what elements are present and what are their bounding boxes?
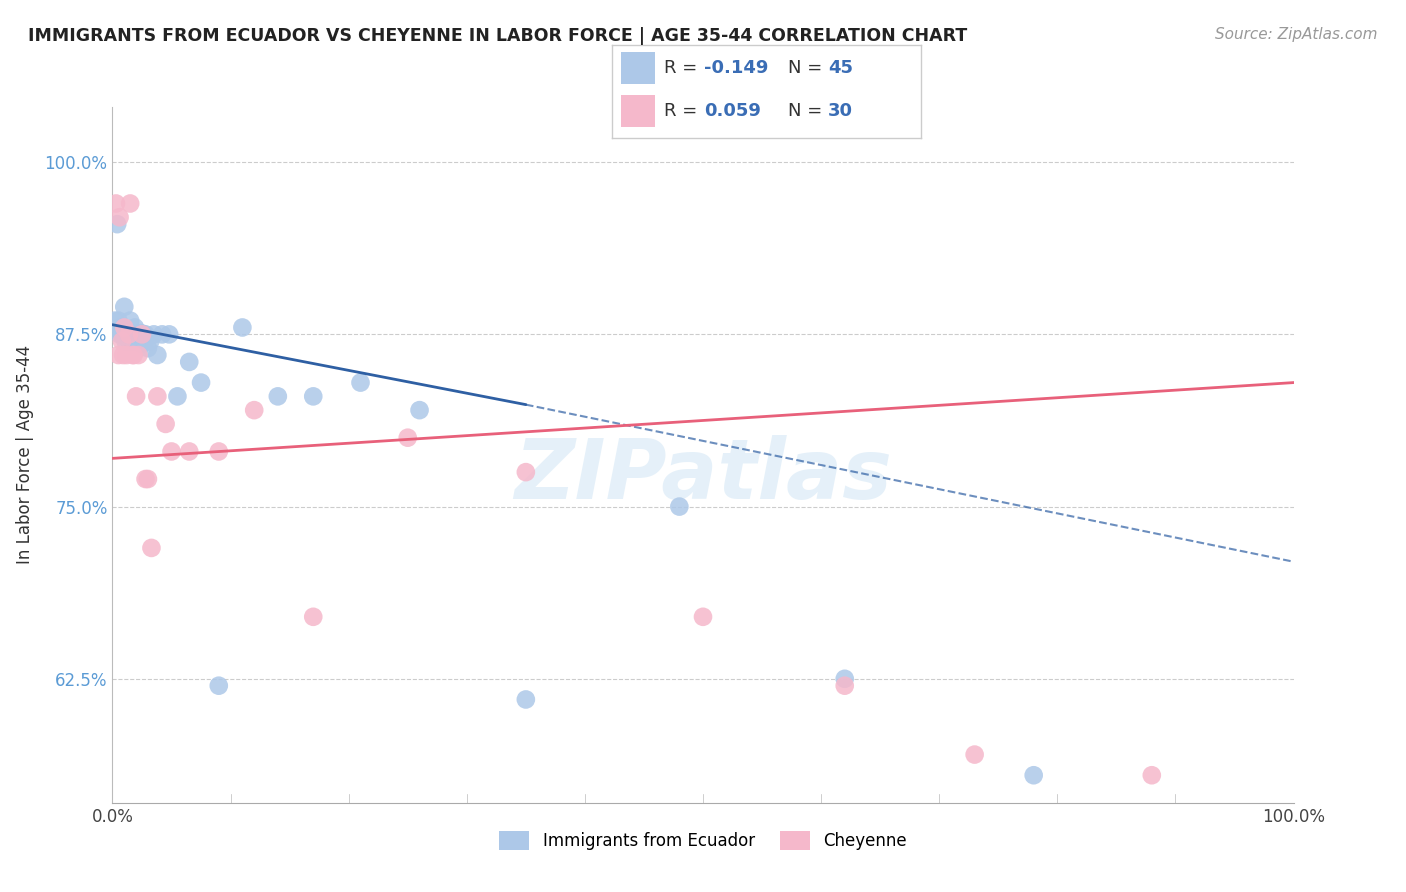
Point — [515, 692, 537, 706]
Text: 0.059: 0.059 — [704, 102, 761, 120]
Point — [396, 431, 419, 445]
Point — [125, 327, 148, 342]
Point — [112, 300, 135, 314]
Text: R =: R = — [664, 102, 703, 120]
Point — [115, 327, 138, 342]
Text: ZIPatlas: ZIPatlas — [515, 435, 891, 516]
Point — [114, 334, 136, 349]
Point — [122, 348, 145, 362]
Point — [160, 444, 183, 458]
Point — [190, 376, 212, 390]
Point — [157, 327, 180, 342]
Point — [104, 313, 127, 327]
Point — [105, 217, 128, 231]
Point — [108, 327, 131, 342]
Point — [179, 355, 201, 369]
Point — [128, 331, 150, 345]
Point — [118, 334, 141, 349]
Text: IMMIGRANTS FROM ECUADOR VS CHEYENNE IN LABOR FORCE | AGE 35-44 CORRELATION CHART: IMMIGRANTS FROM ECUADOR VS CHEYENNE IN L… — [28, 27, 967, 45]
Point — [1140, 768, 1163, 782]
Point — [124, 320, 146, 334]
Point — [120, 196, 142, 211]
Point — [515, 465, 537, 479]
Point — [107, 348, 129, 362]
Text: Source: ZipAtlas.com: Source: ZipAtlas.com — [1215, 27, 1378, 42]
FancyBboxPatch shape — [621, 52, 655, 84]
Point — [111, 327, 134, 342]
Point — [112, 348, 135, 362]
Point — [131, 327, 153, 342]
Point — [139, 334, 162, 349]
Point — [302, 389, 325, 403]
Point — [135, 327, 157, 342]
Point — [231, 320, 253, 334]
Point — [142, 327, 165, 342]
Point — [692, 609, 714, 624]
Point — [127, 334, 149, 349]
Point — [208, 679, 231, 693]
Point — [118, 327, 141, 342]
Text: 30: 30 — [828, 102, 853, 120]
Point — [136, 341, 159, 355]
Point — [110, 320, 132, 334]
Point — [125, 389, 148, 403]
Text: 45: 45 — [828, 59, 853, 77]
Point — [129, 326, 152, 340]
Point — [107, 313, 129, 327]
Point — [105, 196, 128, 211]
Point — [132, 327, 155, 342]
Point — [115, 348, 138, 362]
Point — [166, 389, 188, 403]
Point — [834, 679, 856, 693]
FancyBboxPatch shape — [621, 95, 655, 127]
Point — [136, 472, 159, 486]
Point — [112, 320, 135, 334]
Point — [127, 348, 149, 362]
Text: -0.149: -0.149 — [704, 59, 769, 77]
Text: R =: R = — [664, 59, 703, 77]
Point — [117, 327, 139, 342]
Point — [179, 444, 201, 458]
Point — [150, 327, 173, 342]
Point — [120, 327, 142, 342]
Point — [134, 334, 156, 349]
Point — [155, 417, 177, 431]
Text: N =: N = — [787, 102, 828, 120]
Point — [111, 334, 134, 349]
Point — [121, 348, 143, 362]
Point — [108, 211, 131, 225]
Point — [135, 472, 157, 486]
Point — [1022, 768, 1045, 782]
Point — [146, 389, 169, 403]
Point — [121, 334, 143, 349]
Point — [408, 403, 430, 417]
Point — [302, 609, 325, 624]
Text: N =: N = — [787, 59, 828, 77]
Point — [208, 444, 231, 458]
Point — [834, 672, 856, 686]
Point — [267, 389, 290, 403]
Point — [668, 500, 690, 514]
Point — [112, 327, 135, 342]
Point — [349, 376, 371, 390]
Point — [131, 337, 153, 351]
Point — [243, 403, 266, 417]
Point — [120, 313, 142, 327]
Point — [127, 327, 149, 342]
Legend: Immigrants from Ecuador, Cheyenne: Immigrants from Ecuador, Cheyenne — [492, 824, 914, 857]
Point — [963, 747, 986, 762]
Point — [141, 541, 163, 555]
Y-axis label: In Labor Force | Age 35-44: In Labor Force | Age 35-44 — [15, 345, 34, 565]
Point — [122, 327, 145, 342]
Point — [146, 348, 169, 362]
